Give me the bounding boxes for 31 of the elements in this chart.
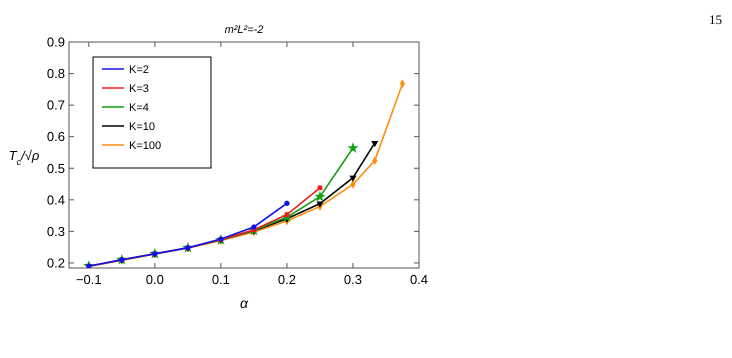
x-tick-label: 0.3 <box>344 272 362 287</box>
x-tick-label: 0.2 <box>278 272 296 287</box>
point <box>318 185 322 190</box>
x-tick-label: −0.1 <box>76 272 102 287</box>
point <box>314 190 326 202</box>
y-tick-label: 0.9 <box>46 34 65 50</box>
y-axis-title: T$_{c}$/√ρ <box>8 148 40 167</box>
point <box>347 142 359 153</box>
x-axis-title: α <box>240 295 250 311</box>
point <box>251 224 257 230</box>
x-tick-label: 0.1 <box>212 272 230 287</box>
point <box>349 176 357 182</box>
text: 15 <box>709 12 722 27</box>
y-tick-label: 0.3 <box>46 224 65 239</box>
x-tick-label: 0.0 <box>146 272 164 287</box>
legend-label: K=3 <box>129 83 149 95</box>
point <box>371 140 378 148</box>
legend-label: K=100 <box>129 140 162 152</box>
chart-title: m²L²=-2 <box>224 24 264 36</box>
legend-label: K=2 <box>129 64 149 76</box>
y-tick-label: 0.4 <box>46 192 65 208</box>
y-tick-label: 0.2 <box>46 255 65 270</box>
point <box>284 200 290 206</box>
y-tick-label: 0.7 <box>46 98 65 113</box>
y-tick-label: 0.8 <box>46 66 65 82</box>
x-tick-label: 0.4 <box>410 272 428 287</box>
y-tick-label: 0.5 <box>46 160 65 176</box>
point <box>316 202 324 208</box>
y-tick-label: 0.6 <box>46 129 65 144</box>
legend-label: K=4 <box>129 102 149 114</box>
legend-label: K=10 <box>129 121 155 133</box>
